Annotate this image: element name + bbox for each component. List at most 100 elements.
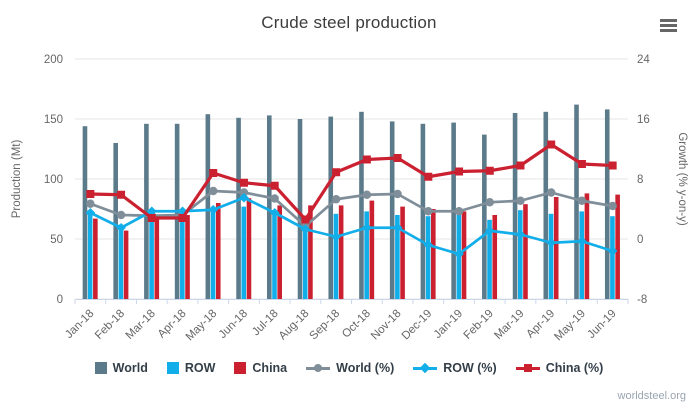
legend-label: China [252, 361, 288, 375]
bar-china [123, 230, 129, 299]
bar-row [487, 219, 492, 299]
x-axis-label: Oct-18 [340, 308, 373, 341]
left-axis-tick-label: 0 [57, 294, 63, 306]
legend-item-china[interactable]: China [234, 361, 287, 375]
legend: World ROW China World (%) ROW (%) China (%) [0, 361, 698, 375]
bar-china [523, 204, 528, 299]
diamond-marker [239, 192, 249, 203]
bar-china [93, 218, 98, 299]
square-marker [270, 181, 279, 190]
square-marker [362, 155, 371, 164]
square-marker [608, 161, 617, 170]
legend-label: ROW [184, 361, 216, 375]
diamond-marker [85, 207, 96, 218]
circle-marker [454, 207, 464, 216]
circle-marker [209, 186, 218, 196]
legend-swatch [94, 362, 107, 374]
bar-row [118, 224, 124, 299]
bar-row [302, 230, 308, 299]
square-marker [424, 172, 433, 181]
left-axis-tick-label: 50 [50, 234, 63, 246]
diamond-marker-icon [420, 362, 431, 374]
diamond-marker [546, 237, 557, 248]
bar-row [548, 213, 554, 299]
square-marker [117, 190, 126, 199]
x-axis-label: Sep-18 [308, 308, 343, 343]
bar-china [553, 197, 559, 299]
legend-item-row[interactable]: ROW [166, 361, 216, 375]
square-marker [485, 166, 494, 175]
circle-marker [331, 195, 341, 204]
bar-world [236, 117, 241, 299]
square-marker [178, 214, 187, 222]
x-axis-label: Dec-19 [400, 308, 435, 343]
diamond-marker [146, 206, 157, 217]
bar-world [359, 111, 364, 299]
right-axis-tick-label: 8 [637, 174, 643, 186]
diamond-marker [116, 222, 126, 233]
right-axis-title: Growth (% y-on-y) [676, 132, 688, 225]
bar-china [277, 205, 282, 299]
square-marker [516, 161, 525, 170]
bar-row [241, 206, 247, 299]
bar-row [364, 211, 369, 299]
square-marker [393, 154, 402, 162]
square-marker [547, 140, 556, 149]
bar-world [482, 134, 487, 299]
bar-world [543, 111, 549, 299]
bar-china [308, 205, 313, 299]
legend-label: ROW (%) [443, 361, 497, 375]
bar-world [113, 143, 118, 299]
bar-world [266, 115, 272, 300]
legend-item-china[interactable]: China (%) [515, 361, 604, 375]
diamond-marker [269, 207, 280, 218]
bar-world [420, 123, 426, 299]
bar-world [82, 126, 88, 299]
x-axis-label: Feb-19 [462, 308, 496, 342]
line-row- [89, 196, 614, 256]
square-marker-icon [523, 364, 532, 372]
bar-china [215, 203, 221, 299]
legend-item-world[interactable]: World (%) [306, 361, 394, 375]
bar-world [205, 114, 211, 299]
square-marker [332, 168, 341, 177]
bar-china [154, 216, 160, 299]
left-axis-tick-label: 200 [44, 54, 63, 66]
bar-row [333, 213, 339, 299]
square-marker [209, 169, 218, 177]
square-marker [301, 215, 310, 224]
square-marker [239, 178, 248, 187]
square-marker [577, 160, 586, 168]
line-world- [89, 189, 613, 228]
bar-row [395, 215, 400, 299]
legend-label: China (%) [545, 361, 604, 375]
chart-title: Crude steel production [261, 13, 437, 32]
chart-menu-button[interactable] [660, 19, 677, 32]
bar-row [272, 213, 277, 299]
bar-row [149, 217, 154, 299]
diamond-marker [577, 236, 587, 247]
x-axis-label: Jun-19 [585, 308, 618, 341]
bar-china [338, 205, 344, 299]
left-axis-tick-label: 150 [44, 114, 63, 126]
diamond-marker [515, 229, 526, 240]
circle-marker [86, 199, 95, 208]
circle-marker [546, 188, 556, 197]
bar-world [389, 121, 395, 300]
circle-marker-icon [314, 364, 323, 372]
legend-swatch [234, 362, 247, 374]
bar-china [185, 215, 190, 299]
hamburger-icon [660, 19, 677, 22]
circle-marker [608, 201, 617, 211]
circle-marker [424, 207, 433, 216]
circle-marker [516, 196, 525, 205]
bar-world [297, 119, 303, 299]
bar-china [369, 200, 375, 299]
bar-row [579, 211, 585, 299]
legend-item-world[interactable]: World [94, 361, 148, 375]
legend-item-row[interactable]: ROW (%) [413, 361, 497, 375]
x-axis-label: Feb-18 [93, 308, 127, 342]
circle-marker [485, 198, 494, 207]
legend-line-glyph [515, 362, 540, 374]
